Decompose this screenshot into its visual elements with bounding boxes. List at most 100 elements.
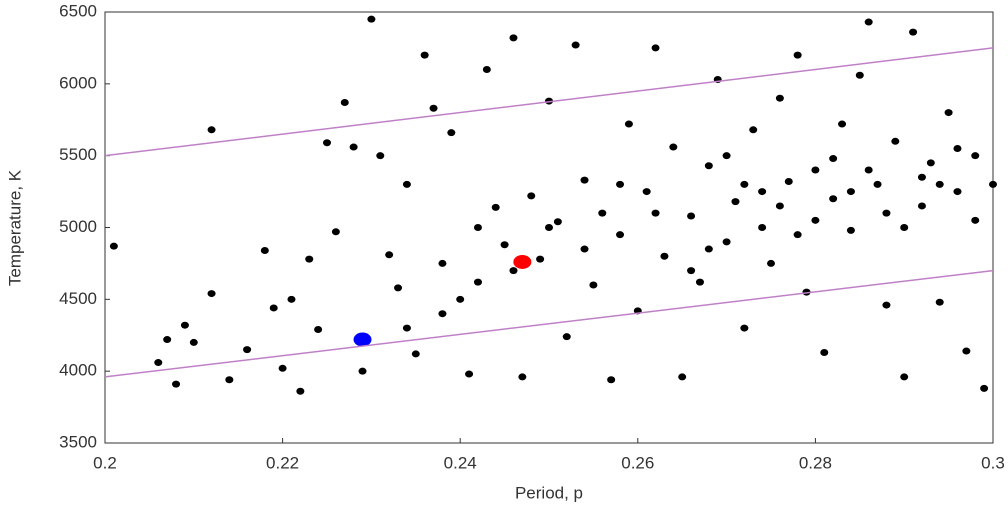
point [260, 246, 269, 254]
point [793, 231, 802, 239]
point [624, 120, 633, 128]
point [775, 202, 784, 210]
point [402, 324, 411, 332]
point [536, 255, 545, 263]
point [172, 380, 181, 388]
point [917, 173, 926, 181]
point [589, 281, 598, 289]
point [562, 333, 571, 341]
highlight-point [513, 254, 532, 269]
point [749, 126, 758, 134]
point [358, 367, 367, 375]
point [687, 212, 696, 220]
highlight-point [353, 332, 372, 347]
point [278, 364, 287, 372]
point [704, 245, 713, 253]
point [491, 203, 500, 211]
point [829, 195, 838, 203]
point [882, 301, 891, 309]
y-tick-label: 6500 [59, 1, 97, 20]
point [900, 224, 909, 231]
y-tick-label: 5500 [59, 145, 97, 164]
point [545, 224, 553, 231]
x-tick-label: 0.2 [93, 453, 117, 472]
point [189, 338, 198, 346]
point [509, 267, 518, 275]
y-tick-label: 4500 [59, 289, 97, 308]
point [376, 152, 385, 160]
point [838, 120, 847, 128]
point [864, 18, 873, 26]
point [411, 350, 420, 358]
y-tick-label: 3500 [59, 432, 97, 451]
point [207, 290, 216, 298]
point [944, 109, 953, 117]
point [953, 188, 962, 196]
y-tick-label: 6000 [59, 73, 97, 92]
point [500, 241, 509, 249]
point [438, 259, 447, 267]
point [855, 71, 864, 79]
point [873, 180, 882, 188]
point [731, 198, 740, 206]
trend-line [104, 47, 994, 157]
point [225, 376, 234, 384]
point [571, 41, 580, 49]
point [882, 209, 891, 217]
point [243, 346, 252, 354]
point [767, 259, 775, 267]
point [456, 295, 465, 303]
point [580, 245, 589, 253]
x-tick-label: 0.28 [799, 453, 832, 472]
point [864, 166, 873, 174]
x-tick-label: 0.22 [266, 453, 299, 472]
point [331, 228, 340, 236]
point [402, 180, 411, 188]
point [962, 347, 971, 355]
point [580, 176, 589, 184]
point [447, 129, 456, 137]
point [935, 180, 944, 188]
point [163, 336, 172, 344]
point [154, 359, 163, 367]
point [660, 252, 669, 260]
x-tick-label: 0.24 [444, 453, 477, 472]
point [473, 278, 482, 286]
y-tick-label: 4000 [59, 361, 97, 380]
point [820, 348, 829, 356]
point [900, 373, 909, 381]
point [846, 226, 855, 234]
x-tick-label: 0.3 [981, 453, 1005, 472]
point [740, 180, 749, 188]
point [429, 104, 438, 112]
point [385, 251, 394, 259]
point [651, 44, 660, 52]
point [935, 298, 944, 306]
point [527, 192, 536, 200]
point [909, 28, 918, 36]
point [180, 321, 189, 329]
point [758, 224, 767, 231]
point [704, 162, 713, 170]
point [678, 373, 687, 381]
point [518, 373, 527, 381]
point [305, 255, 314, 263]
point [687, 267, 696, 275]
point [926, 159, 935, 167]
point [420, 51, 429, 59]
point [509, 34, 518, 42]
point [109, 242, 118, 250]
point [784, 178, 793, 186]
point [642, 188, 651, 196]
point [775, 94, 784, 102]
point [758, 188, 767, 196]
point [722, 152, 731, 160]
point [314, 326, 323, 334]
point [793, 51, 802, 59]
point [269, 304, 278, 312]
point [811, 216, 820, 224]
point [616, 180, 625, 188]
point [989, 180, 997, 188]
point [811, 166, 820, 174]
